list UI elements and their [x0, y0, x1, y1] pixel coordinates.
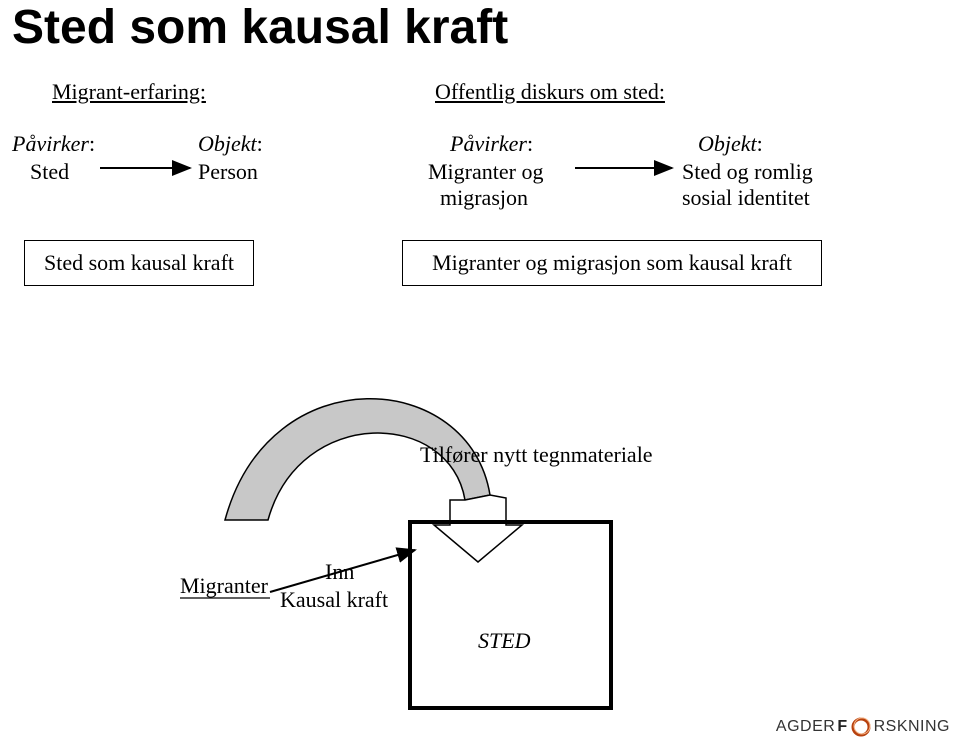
sted-box: [408, 520, 613, 710]
kausal-label: Kausal kraft: [280, 586, 388, 614]
logo: AGDER F RSKNING: [776, 716, 950, 738]
logo-part3: RSKNING: [874, 718, 950, 736]
sted-label: STED: [478, 628, 531, 654]
logo-part2: F: [837, 718, 847, 736]
inn-label: Inn: [325, 558, 354, 586]
logo-part1: AGDER: [776, 718, 835, 736]
logo-ring-icon: [850, 716, 872, 738]
caption-tilforer: Tilfører nytt tegnmateriale: [420, 442, 653, 468]
migranter-label: Migranter: [180, 572, 268, 600]
